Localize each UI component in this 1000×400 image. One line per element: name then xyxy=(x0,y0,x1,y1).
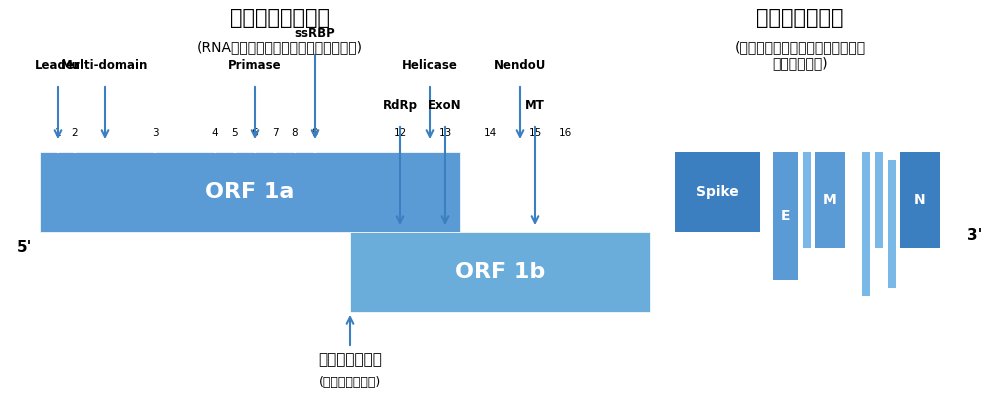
Text: 9: 9 xyxy=(312,128,318,138)
Text: 構造タンパク質: 構造タンパク質 xyxy=(756,8,844,28)
Text: (RNAゲノムの複製に関与する因子など): (RNAゲノムの複製に関与する因子など) xyxy=(197,40,363,54)
Text: 13: 13 xyxy=(438,128,452,138)
FancyBboxPatch shape xyxy=(40,152,460,232)
Bar xyxy=(803,152,811,248)
Text: 7: 7 xyxy=(272,128,278,138)
Text: 16: 16 xyxy=(558,128,572,138)
Text: 非構造タンパク質: 非構造タンパク質 xyxy=(230,8,330,28)
Text: Primase: Primase xyxy=(228,59,282,72)
Text: 6: 6 xyxy=(252,128,258,138)
Text: 15: 15 xyxy=(528,128,542,138)
Text: (ウィルス粒子の外郭タンパク質、
修飾酵素など): (ウィルス粒子の外郭タンパク質、 修飾酵素など) xyxy=(734,40,866,70)
Bar xyxy=(888,160,896,288)
Text: 14: 14 xyxy=(483,128,497,138)
Text: (読み枠がずれる): (読み枠がずれる) xyxy=(319,376,381,389)
Text: E: E xyxy=(781,209,790,223)
Bar xyxy=(675,152,760,232)
Text: NendoU: NendoU xyxy=(494,59,546,72)
Text: ssRBP: ssRBP xyxy=(295,27,335,40)
Text: ExoN: ExoN xyxy=(428,99,462,112)
Text: 4: 4 xyxy=(212,128,218,138)
Text: Helicase: Helicase xyxy=(402,59,458,72)
Text: 12: 12 xyxy=(393,128,407,138)
Bar xyxy=(875,152,883,248)
Bar xyxy=(862,152,870,296)
Text: 8: 8 xyxy=(292,128,298,138)
Text: 3': 3' xyxy=(967,228,983,244)
Text: MT: MT xyxy=(525,99,545,112)
Text: 5': 5' xyxy=(17,240,33,255)
Text: ORF 1b: ORF 1b xyxy=(455,262,545,282)
Text: Multi-domain: Multi-domain xyxy=(61,59,149,72)
Text: フレームシフト: フレームシフト xyxy=(318,352,382,367)
Text: 2: 2 xyxy=(72,128,78,138)
Text: M: M xyxy=(823,193,837,207)
Text: N: N xyxy=(914,193,926,207)
Text: 1: 1 xyxy=(55,128,61,138)
Bar xyxy=(815,152,845,248)
Text: 5: 5 xyxy=(232,128,238,138)
Text: ORF 1a: ORF 1a xyxy=(205,182,295,202)
Bar xyxy=(773,152,798,280)
Text: 3: 3 xyxy=(152,128,158,138)
Bar xyxy=(900,152,940,248)
FancyBboxPatch shape xyxy=(350,232,650,312)
Text: Spike: Spike xyxy=(696,185,739,199)
Text: Leader: Leader xyxy=(35,59,81,72)
Text: RdRp: RdRp xyxy=(382,99,418,112)
